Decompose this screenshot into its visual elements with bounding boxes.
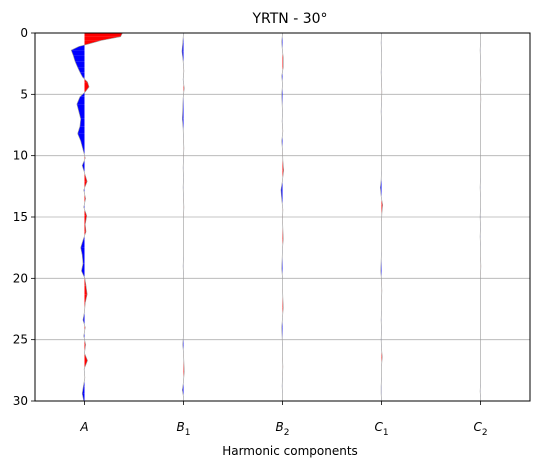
trace-segment <box>84 33 123 37</box>
trace-segment <box>77 133 85 141</box>
series-C2 <box>479 33 482 401</box>
trace-segment <box>75 61 85 68</box>
trace-segment <box>82 255 85 264</box>
x-tick-label: A <box>79 420 88 434</box>
trace-segment <box>77 126 85 134</box>
y-tick-label: 0 <box>20 26 28 40</box>
x-tick-subscript: 2 <box>482 428 488 438</box>
y-tick-label: 30 <box>13 394 28 408</box>
x-tick-label: B1 <box>177 420 191 438</box>
trace-segment <box>79 72 85 78</box>
x-tick-subscript: 2 <box>284 428 290 438</box>
trace-segment <box>80 140 85 150</box>
x-tick-letter: C <box>473 420 482 434</box>
y-axis: 0 5 10 15 20 25 30 <box>13 26 35 408</box>
x-axis: A B1 B2 C1 C2 <box>79 401 488 438</box>
trace-segment <box>84 285 88 295</box>
trace-line <box>181 32 185 401</box>
trace-segment <box>80 247 85 256</box>
traces <box>70 32 482 402</box>
x-tick-letter: B <box>177 420 185 434</box>
trace-segment <box>76 104 85 112</box>
trace-segment <box>73 55 85 62</box>
x-tick-subscript: 1 <box>185 428 191 438</box>
trace-line <box>70 32 123 402</box>
trace-segment <box>76 96 85 105</box>
chart-title: YRTN - 30° <box>251 11 327 27</box>
trace-segment <box>71 50 85 56</box>
series-B2 <box>280 32 284 401</box>
trace-line <box>479 33 482 401</box>
x-tick-label: C1 <box>374 420 388 438</box>
x-tick-letter: B <box>276 420 284 434</box>
y-tick-label: 10 <box>13 149 28 163</box>
trace-segment <box>84 36 121 41</box>
y-tick-label: 15 <box>13 210 28 224</box>
x-tick-subscript: 1 <box>383 428 389 438</box>
series-B1 <box>181 32 185 401</box>
y-tick-label: 20 <box>13 271 28 285</box>
series-A <box>70 32 123 402</box>
x-tick-label: B2 <box>276 420 290 438</box>
y-tick-label: 25 <box>13 333 28 347</box>
x-tick-letter: A <box>79 420 88 434</box>
x-tick-letter: C <box>374 420 383 434</box>
trace-segment <box>71 46 85 51</box>
y-tick-label: 5 <box>20 87 28 101</box>
x-axis-label: Harmonic components <box>222 444 358 458</box>
trace-segment <box>79 118 85 127</box>
series-C1 <box>380 32 383 402</box>
trace-line <box>280 32 284 401</box>
x-tick-label: C2 <box>473 420 487 438</box>
trace-segment <box>81 263 85 271</box>
trace-line <box>380 32 383 402</box>
